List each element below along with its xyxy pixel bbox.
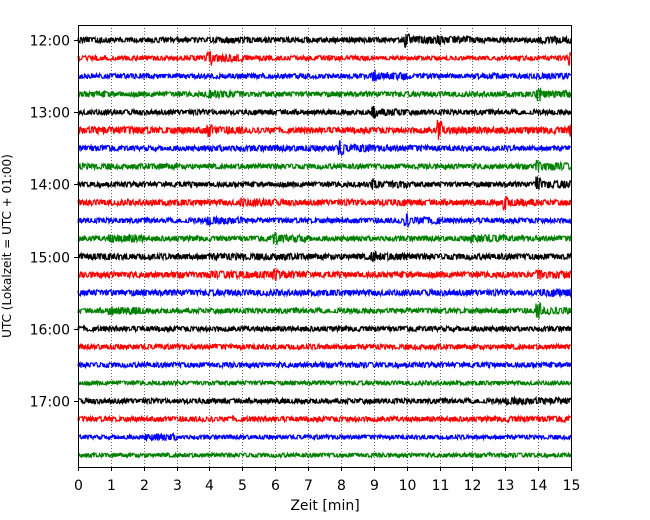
- trace-line: [77, 301, 572, 320]
- x-axis-title: Zeit [min]: [290, 498, 359, 514]
- trace-line: [77, 413, 572, 424]
- x-tick-label: 7: [304, 478, 313, 494]
- x-tick-label: 5: [238, 478, 247, 494]
- x-tick-label: 3: [173, 478, 182, 494]
- x-tick-label: 14: [530, 478, 548, 494]
- trace-line: [77, 250, 572, 263]
- trace-line: [77, 342, 572, 352]
- y-axis-title: UTC (Lokalzeit = UTC + 01:00): [0, 154, 14, 338]
- y-tick-label: 12:00: [30, 34, 70, 50]
- y-axis-ticks: 12:00 13:00 14:00 15:00 16:00 17:00: [30, 34, 78, 411]
- x-tick-label: 15: [563, 478, 581, 494]
- trace-line: [77, 33, 572, 48]
- x-tick-label: 4: [205, 478, 214, 494]
- x-tick-label: 8: [337, 478, 346, 494]
- x-tick-label: 6: [271, 478, 280, 494]
- x-tick-label: 10: [399, 478, 417, 494]
- x-tick-label: 0: [74, 478, 83, 494]
- trace-line: [77, 50, 572, 67]
- trace-line: [77, 324, 572, 334]
- x-tick-label: 2: [140, 478, 149, 494]
- trace-line: [77, 231, 572, 246]
- trace-line: [77, 119, 572, 140]
- plot-frame: [78, 25, 572, 468]
- y-tick-label: 16:00: [30, 323, 70, 339]
- x-tick-label: 9: [370, 478, 379, 494]
- y-tick-label: 14:00: [30, 178, 70, 194]
- trace-line: [77, 267, 572, 281]
- x-tick-label: 1: [107, 478, 116, 494]
- trace-line: [77, 105, 572, 119]
- x-tick-label: 13: [497, 478, 515, 494]
- trace-line: [77, 378, 572, 388]
- y-tick-label: 17:00: [30, 395, 70, 411]
- trace-line: [77, 159, 572, 173]
- trace-line: [77, 69, 572, 83]
- x-tick-label: 11: [432, 478, 450, 494]
- seismic-traces: [77, 33, 572, 460]
- y-tick-label: 13:00: [30, 106, 70, 122]
- trace-line: [77, 140, 572, 157]
- trace-line: [77, 212, 572, 228]
- trace-line: [77, 395, 572, 407]
- trace-line: [77, 360, 572, 370]
- trace-line: [77, 431, 572, 443]
- trace-line: [77, 175, 572, 191]
- y-tick-label: 15:00: [30, 251, 70, 267]
- trace-line: [77, 87, 572, 102]
- trace-line: [77, 451, 572, 460]
- trace-line: [77, 287, 572, 299]
- x-tick-label: 12: [464, 478, 482, 494]
- trace-line: [77, 195, 572, 211]
- x-axis-ticks: 0 1 2 3 4 5 6 7 8 9 10 11 12 13 14 15: [74, 467, 580, 494]
